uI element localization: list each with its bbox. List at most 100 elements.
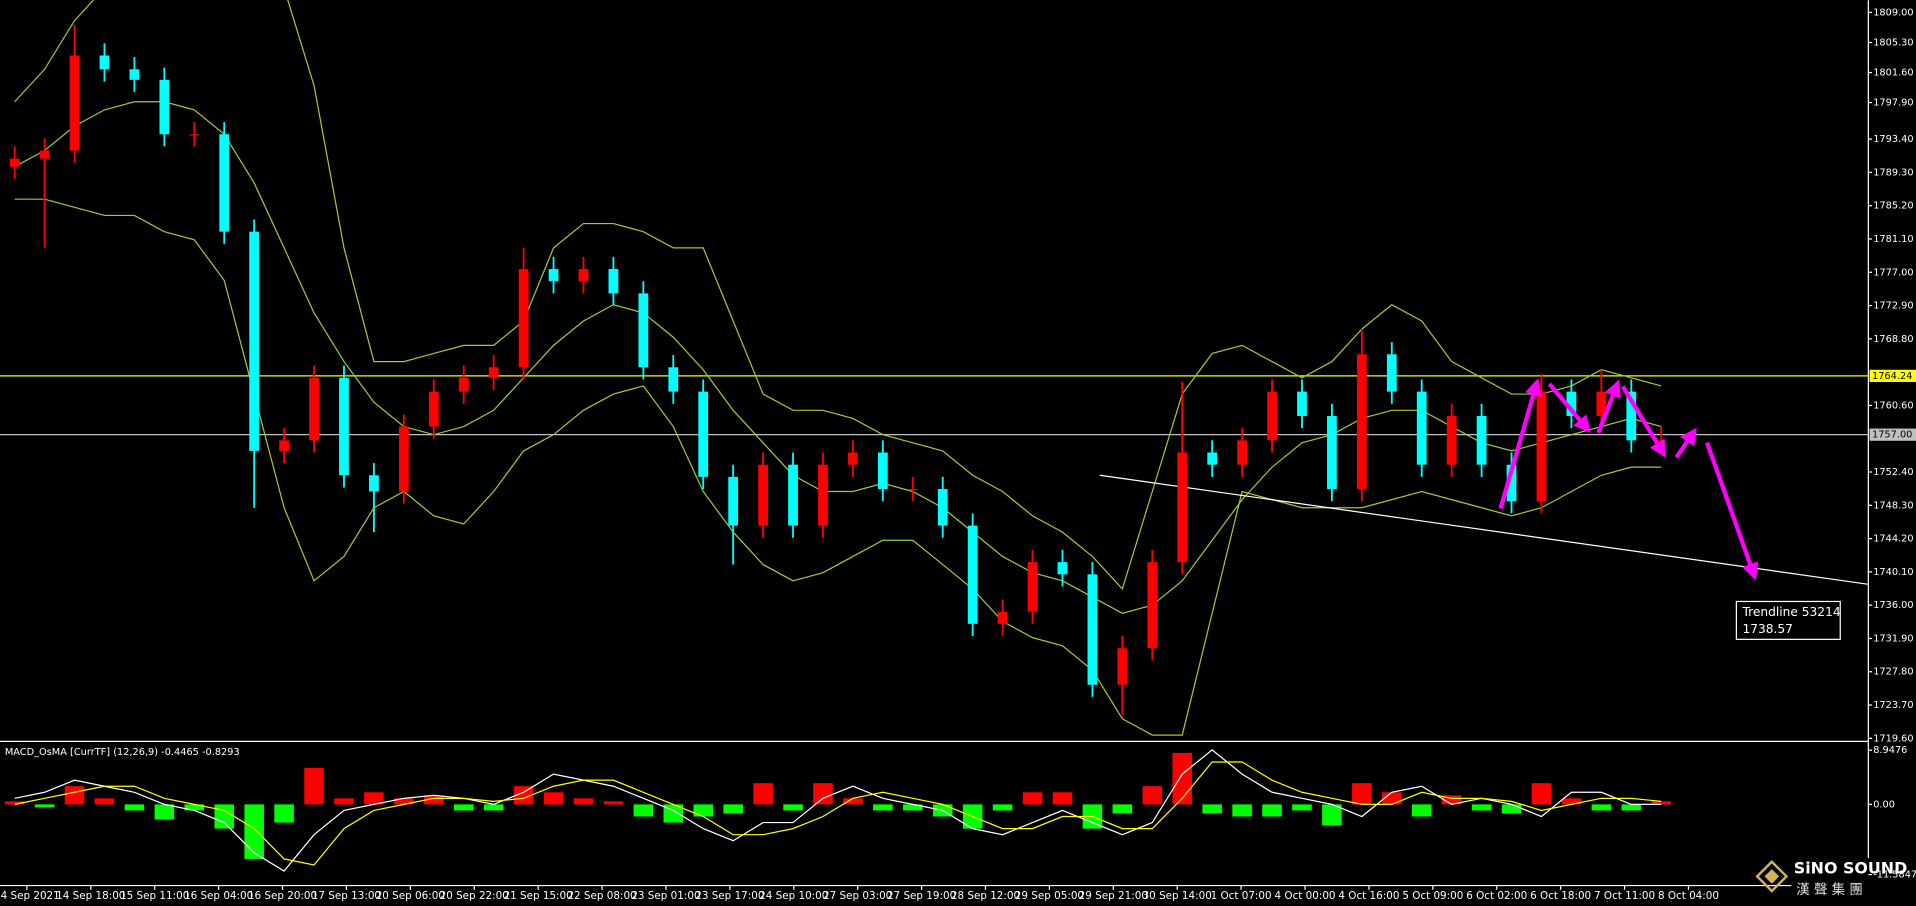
x-tick-label: 15 Sep 11:00	[120, 890, 189, 902]
candle-body	[1476, 415, 1487, 465]
macd-histogram-bar	[543, 792, 564, 805]
macd-histogram-bar	[813, 783, 833, 805]
candle-body	[219, 134, 230, 232]
level-price-label: 1764.24	[1872, 371, 1912, 382]
macd-histogram-bar	[873, 804, 893, 811]
y-tick-label: 1748.30	[1873, 500, 1913, 511]
macd-y-tick-label: 0.00	[1873, 799, 1895, 810]
y-tick-label: 1781.10	[1873, 234, 1913, 245]
macd-histogram-bar	[723, 804, 743, 814]
logo-backdrop	[1791, 858, 1916, 906]
macd-histogram-bar	[364, 792, 384, 805]
candle-body	[638, 293, 649, 368]
candle-body	[698, 391, 709, 477]
trendline	[1099, 474, 1869, 585]
candle-body	[1297, 391, 1307, 416]
macd-histogram-bar	[274, 804, 294, 823]
macd-histogram-bar	[513, 786, 534, 805]
bollinger-lower	[14, 198, 1662, 736]
candle-body	[99, 55, 110, 70]
tooltip-box	[1735, 600, 1841, 640]
candle-body	[937, 489, 948, 526]
macd-histogram-bar	[453, 804, 474, 811]
candle-body	[1506, 464, 1517, 502]
macd-histogram-bar	[394, 798, 414, 805]
candle-body	[1446, 415, 1457, 465]
bollinger-middle	[14, 101, 1662, 614]
trendline-value: 1738.57	[1742, 622, 1792, 636]
candle-body	[9, 158, 20, 167]
y-tick-label: 1809.00	[1873, 7, 1913, 18]
candle-body	[848, 452, 858, 465]
candle-body	[608, 269, 619, 294]
macd-histogram-bar	[1262, 804, 1282, 817]
x-tick-label: 17 Sep 13:00	[312, 890, 381, 902]
candle-body	[398, 426, 409, 492]
x-tick-label: 24 Sep 10:00	[759, 890, 828, 902]
x-tick-label: 20 Sep 06:00	[376, 890, 445, 902]
candle-body	[907, 489, 918, 491]
candle-body	[1027, 562, 1038, 612]
logo-name: SiNO SOUND	[1794, 859, 1907, 878]
y-tick-label: 1727.80	[1873, 667, 1913, 678]
candle-body	[159, 79, 170, 135]
y-tick-label: 1805.30	[1873, 37, 1913, 48]
candle-body	[518, 269, 529, 368]
candle-body	[279, 440, 289, 451]
candle-body	[758, 464, 768, 526]
y-tick-label: 1793.40	[1873, 134, 1913, 145]
level-price-label: 1757.00	[1872, 430, 1912, 441]
candle-body	[39, 150, 50, 159]
macd-histogram-bar	[603, 801, 624, 805]
x-tick-label: 7 Oct 11:00	[1594, 890, 1655, 902]
y-tick-label: 1719.60	[1873, 733, 1913, 744]
macd-histogram-bar	[1022, 792, 1043, 805]
candle-body	[1057, 562, 1068, 575]
macd-main-line	[14, 749, 1662, 872]
candle-body	[728, 476, 739, 526]
y-tick-label: 1752.40	[1873, 467, 1913, 478]
x-tick-label: 16 Sep 20:00	[248, 890, 317, 902]
x-tick-label: 8 Oct 04:00	[1658, 890, 1719, 902]
macd-histogram-bar	[753, 783, 773, 805]
macd-histogram-bar	[693, 804, 714, 817]
macd-histogram-bar	[64, 786, 85, 805]
x-tick-label: 23 Sep 17:00	[695, 890, 764, 902]
candle-body	[1356, 354, 1367, 490]
y-tick-label: 1801.60	[1873, 68, 1913, 79]
x-tick-label: 14 Sep 2021	[0, 890, 60, 902]
x-tick-label: 22 Sep 08:00	[567, 890, 636, 902]
macd-histogram-bar	[154, 804, 175, 820]
candle-body	[578, 269, 589, 282]
arrow	[1674, 427, 1697, 459]
candle-body	[488, 367, 499, 378]
macd-histogram-bar	[1382, 792, 1402, 805]
candle-body	[1327, 415, 1337, 490]
x-tick-label: 6 Oct 18:00	[1530, 890, 1591, 902]
candle-body	[129, 69, 140, 80]
macd-histogram-bar	[214, 804, 235, 829]
macd-histogram-bar	[334, 798, 354, 805]
trendline-label: Trendline 53214	[1741, 605, 1840, 619]
macd-histogram-bar	[1052, 792, 1073, 805]
level-price-box	[1869, 428, 1916, 441]
y-tick-label: 1731.90	[1873, 633, 1913, 644]
macd-histogram-bar	[573, 798, 594, 805]
candle-body	[1386, 354, 1397, 392]
candle-body	[548, 269, 559, 282]
macd-histogram-bar	[1501, 804, 1522, 814]
macd-histogram-bar	[304, 768, 324, 805]
y-tick-label: 1760.60	[1873, 400, 1913, 411]
arrow	[1547, 382, 1591, 434]
x-tick-label: 16 Sep 04:00	[184, 890, 253, 902]
x-tick-label: 1 Oct 07:00	[1211, 890, 1272, 902]
macd-histogram-bar	[903, 804, 923, 811]
candle-body	[967, 525, 978, 624]
plot-area	[0, 0, 1869, 872]
candle-body	[189, 134, 200, 136]
candle-body	[1237, 440, 1247, 465]
x-tick-label: 14 Sep 18:00	[56, 890, 125, 902]
